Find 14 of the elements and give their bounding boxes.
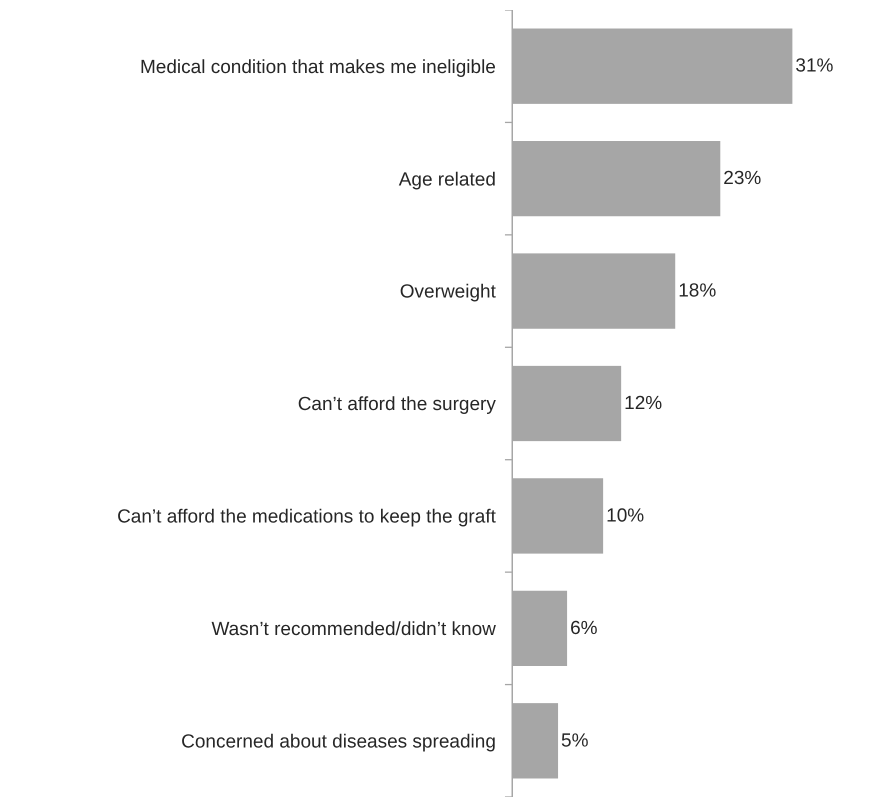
data-label: 23% (723, 168, 762, 190)
y-tick-label: Can’t afford the medications to keep the graft (117, 506, 497, 528)
y-tick-label: Age related (398, 169, 496, 190)
data-label: 12% (624, 393, 662, 414)
data-label: 18% (678, 280, 716, 302)
y-tick-label: Wasn’t recommended/didn’t know (211, 619, 496, 640)
y-tick-label: Can’t afford the surgery (298, 394, 496, 416)
y-tick-label: Overweight (400, 282, 497, 303)
data-label: 31% (795, 56, 834, 77)
y-tick-label: Medical condition that makes me ineligible (140, 56, 496, 78)
data-label: 6% (570, 618, 598, 639)
data-label: 10% (606, 505, 644, 526)
y-tick-label: Concerned about diseases spreading (181, 731, 496, 752)
data-label: 5% (561, 730, 589, 752)
